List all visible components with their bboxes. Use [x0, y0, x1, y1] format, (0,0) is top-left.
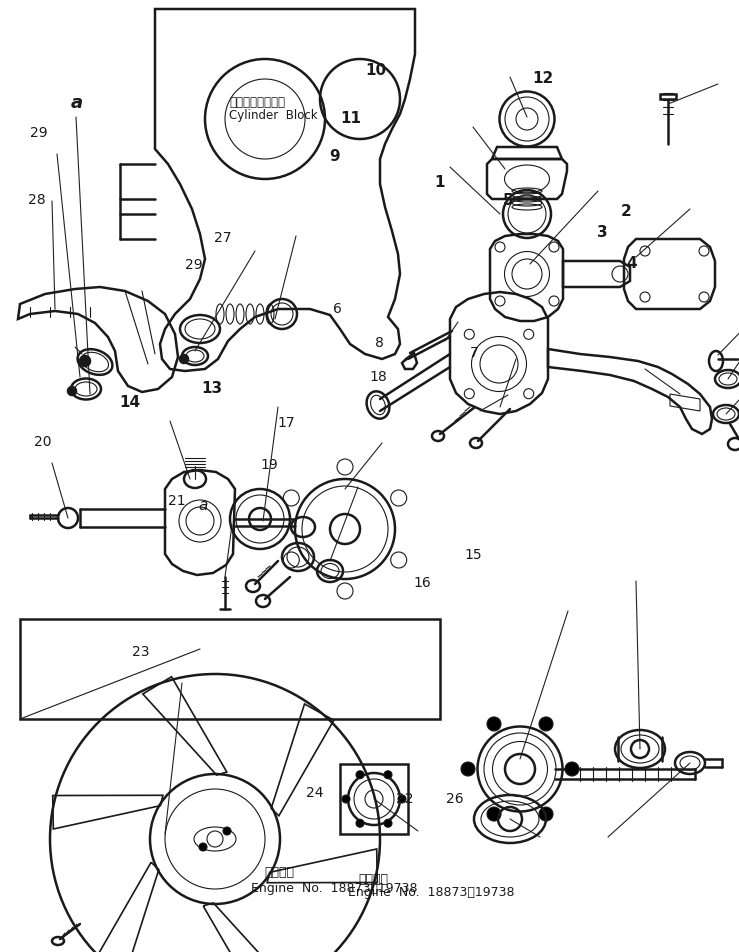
Text: 12: 12 — [532, 70, 554, 86]
Circle shape — [398, 795, 406, 803]
Text: 29: 29 — [30, 127, 47, 140]
Text: 29: 29 — [185, 258, 202, 271]
Circle shape — [356, 771, 364, 779]
Text: 15: 15 — [464, 547, 482, 561]
Text: 8: 8 — [375, 336, 384, 349]
Text: 9: 9 — [329, 149, 339, 164]
Text: 7: 7 — [470, 346, 479, 359]
Polygon shape — [660, 95, 676, 100]
Text: 1: 1 — [435, 175, 445, 190]
Text: シリンダブロック: シリンダブロック — [229, 96, 285, 109]
Text: 2: 2 — [621, 204, 632, 219]
Circle shape — [487, 807, 501, 822]
Text: 4: 4 — [627, 255, 637, 270]
Text: 17: 17 — [278, 416, 296, 429]
Circle shape — [356, 820, 364, 827]
Text: a: a — [198, 497, 208, 512]
Text: 6: 6 — [333, 302, 341, 315]
Circle shape — [461, 763, 475, 776]
Circle shape — [539, 807, 553, 822]
Text: 24: 24 — [306, 785, 324, 799]
Circle shape — [68, 387, 76, 396]
Text: 13: 13 — [201, 381, 222, 396]
Text: 22: 22 — [396, 791, 414, 804]
Text: 20: 20 — [34, 435, 52, 448]
Text: 19: 19 — [260, 458, 278, 471]
Text: Engine  No.  18873～19738: Engine No. 18873～19738 — [251, 881, 418, 894]
Text: Cylinder  Block: Cylinder Block — [229, 109, 318, 122]
Circle shape — [80, 357, 90, 367]
Text: 16: 16 — [414, 576, 432, 589]
Text: a: a — [70, 94, 82, 111]
Circle shape — [487, 717, 501, 731]
Text: 5: 5 — [503, 192, 513, 208]
Text: 26: 26 — [446, 791, 464, 804]
Text: Engine  No.  18873～19738: Engine No. 18873～19738 — [348, 885, 514, 899]
Text: 18: 18 — [370, 370, 387, 384]
Circle shape — [384, 771, 392, 779]
Circle shape — [539, 717, 553, 731]
Text: 14: 14 — [120, 394, 141, 409]
Circle shape — [384, 820, 392, 827]
Circle shape — [223, 827, 231, 835]
Text: 3: 3 — [597, 225, 607, 240]
Text: 21: 21 — [168, 494, 186, 507]
Text: 11: 11 — [340, 110, 361, 126]
Text: 適用号等: 適用号等 — [265, 865, 295, 879]
Circle shape — [199, 843, 207, 851]
Text: 28: 28 — [28, 193, 46, 207]
Text: 27: 27 — [214, 231, 232, 245]
Text: 10: 10 — [366, 63, 387, 78]
Circle shape — [565, 763, 579, 776]
Text: 23: 23 — [132, 645, 149, 658]
Circle shape — [180, 356, 188, 364]
Circle shape — [342, 795, 350, 803]
Text: 適用号機: 適用号機 — [358, 873, 388, 885]
